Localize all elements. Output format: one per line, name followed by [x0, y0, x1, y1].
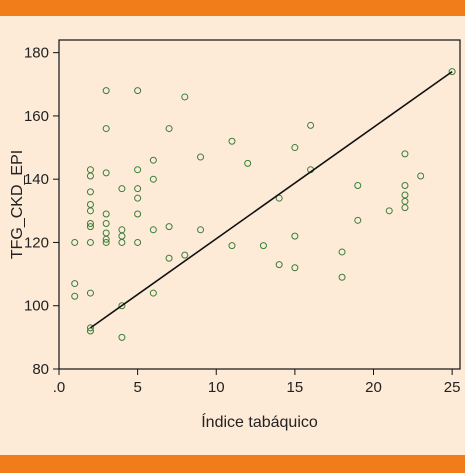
y-tick-label: 160	[24, 108, 49, 125]
data-point	[86, 289, 94, 297]
data-point	[102, 229, 110, 237]
data-point	[134, 87, 142, 95]
data-point	[165, 254, 173, 262]
y-tick-label: 100	[24, 298, 49, 315]
bottom-accent-bar	[0, 455, 465, 473]
data-point	[307, 121, 315, 129]
data-point	[181, 251, 189, 259]
data-point	[401, 150, 409, 158]
data-point	[118, 302, 126, 310]
data-point	[354, 182, 362, 190]
data-point	[338, 248, 346, 256]
x-axis-title: Índice tabáquico	[201, 412, 318, 431]
data-point	[149, 289, 157, 297]
data-point	[134, 185, 142, 193]
data-point	[118, 333, 126, 341]
data-point	[102, 219, 110, 227]
data-point	[102, 235, 110, 243]
data-point	[86, 238, 94, 246]
data-point	[118, 226, 126, 234]
x-tick-label: 10	[208, 379, 225, 396]
y-tick-label: 80	[32, 361, 49, 378]
data-point	[401, 191, 409, 199]
data-point	[102, 125, 110, 133]
plot-frame	[58, 39, 461, 370]
data-point	[71, 280, 79, 288]
data-point	[165, 223, 173, 231]
data-point	[401, 182, 409, 190]
data-point	[102, 210, 110, 218]
data-point	[291, 264, 299, 272]
top-accent-bar	[0, 0, 465, 16]
data-point	[134, 194, 142, 202]
data-point	[228, 242, 236, 250]
data-point	[149, 156, 157, 164]
data-point	[275, 261, 283, 269]
data-point	[244, 159, 252, 167]
data-point	[181, 93, 189, 101]
x-tick-label: 25	[444, 379, 461, 396]
data-point	[134, 166, 142, 174]
data-point	[118, 185, 126, 193]
data-point	[86, 201, 94, 208]
data-point	[417, 172, 425, 180]
y-tick-label: 180	[24, 45, 49, 62]
data-point	[86, 172, 94, 180]
data-point	[197, 226, 205, 234]
x-axis-ticks: .0 5 10 15 20 25	[53, 369, 461, 396]
data-point	[102, 87, 110, 95]
data-point	[354, 216, 362, 224]
y-axis-title: TFG_CKD_EPI	[9, 150, 26, 259]
data-point	[71, 292, 79, 300]
x-tick-label: 20	[365, 379, 382, 396]
data-point	[385, 207, 393, 215]
data-point	[149, 175, 157, 183]
data-point	[71, 238, 79, 246]
data-point	[259, 242, 267, 250]
data-point	[86, 188, 94, 196]
data-point	[228, 137, 236, 145]
data-point	[134, 210, 142, 218]
data-point	[291, 232, 299, 240]
data-point	[102, 238, 110, 246]
data-point	[401, 197, 409, 205]
data-point	[197, 153, 205, 161]
data-points	[71, 68, 456, 341]
data-point	[275, 194, 283, 202]
data-point	[86, 219, 94, 227]
x-tick-label: 5	[133, 379, 141, 396]
data-point	[401, 204, 409, 212]
x-tick-label: .0	[53, 379, 66, 396]
y-axis-ticks: 80 100 120 140 160 180	[24, 45, 59, 378]
x-tick-label: 15	[287, 379, 304, 396]
data-point	[86, 327, 94, 335]
data-point	[448, 68, 456, 76]
regression-line	[89, 70, 453, 329]
data-point	[291, 144, 299, 152]
data-point	[118, 232, 126, 240]
y-tick-label: 120	[24, 234, 49, 251]
data-point	[86, 324, 94, 332]
data-point	[338, 273, 346, 281]
data-point	[165, 125, 173, 133]
data-point	[149, 226, 157, 234]
y-tick-label: 140	[24, 171, 49, 188]
data-point	[86, 207, 94, 215]
data-point	[134, 238, 142, 246]
data-point	[86, 166, 94, 174]
data-point	[118, 238, 126, 246]
data-point	[102, 169, 110, 177]
data-point	[86, 223, 94, 231]
